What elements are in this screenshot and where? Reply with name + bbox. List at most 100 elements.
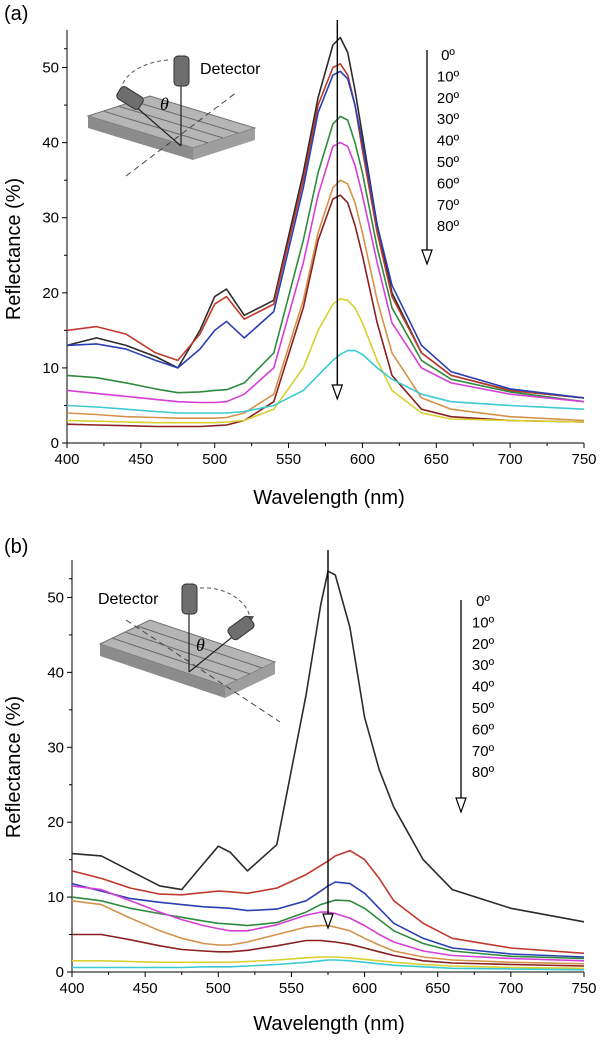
legend-arrow-head <box>455 797 467 814</box>
grating-groove <box>136 625 263 669</box>
legend-label: 0º <box>441 47 455 64</box>
legend-label: 30º <box>472 657 495 674</box>
series-line-4 <box>71 885 585 962</box>
grating-groove <box>117 105 224 139</box>
y-tick-label: 20 <box>42 285 59 302</box>
peak-arrow-head <box>331 384 344 401</box>
series-line-8 <box>72 959 585 971</box>
x-tick-label: 750 <box>571 980 596 997</box>
y-tick-label: 50 <box>47 589 64 606</box>
legend-label: 70º <box>472 743 495 760</box>
inset-diagram: Detector θ <box>86 55 261 177</box>
grating-groove <box>102 110 209 144</box>
series-line-6 <box>72 933 585 967</box>
grating-groove <box>111 637 238 681</box>
grating-front <box>88 116 193 160</box>
series-line-8 <box>66 349 585 414</box>
legend-label: 20º <box>437 90 460 107</box>
source-beam <box>188 633 237 673</box>
series-line-1 <box>71 849 585 955</box>
x-tick-label: 550 <box>276 451 301 468</box>
legend-label: 80º <box>437 218 460 235</box>
legend-label: 50º <box>437 154 460 171</box>
series-line-2 <box>71 881 585 958</box>
series-line-5 <box>71 900 585 965</box>
grating-side <box>225 662 275 698</box>
source-beam <box>134 105 182 147</box>
x-tick-label: 450 <box>133 980 158 997</box>
legend-label: 80º <box>472 764 495 781</box>
legend-label: 40º <box>472 679 495 696</box>
dashed-axis <box>125 91 238 177</box>
grating-groove <box>132 100 239 134</box>
x-tick-label: 750 <box>571 451 596 468</box>
legend-label: 40º <box>437 133 460 150</box>
legend-arrow-head <box>421 249 433 266</box>
x-tick-label: 650 <box>425 980 450 997</box>
x-tick-label: 650 <box>424 451 449 468</box>
legend-label: 10º <box>437 68 460 85</box>
legend-label: 50º <box>472 700 495 717</box>
theta-label: θ <box>160 94 169 114</box>
y-tick-label: 50 <box>42 60 59 77</box>
series-line-2 <box>66 70 585 399</box>
grating-side <box>193 128 255 160</box>
grating-groove <box>124 631 251 675</box>
source-icon <box>227 615 255 641</box>
series-line-7 <box>72 956 585 970</box>
x-tick-label: 550 <box>279 980 304 997</box>
series-line-4 <box>66 141 585 404</box>
x-tick-label: 400 <box>54 451 79 468</box>
detector-label: Detector <box>200 61 261 78</box>
y-tick-label: 40 <box>42 135 59 152</box>
series-line-7 <box>66 297 585 424</box>
series-line-6 <box>66 194 585 428</box>
detector-icon <box>173 55 190 87</box>
legend-label: 60º <box>437 175 460 192</box>
y-axis-title: Reflectance (%) <box>3 696 25 838</box>
y-tick-label: 0 <box>56 964 64 981</box>
series-line-0 <box>71 570 585 923</box>
legend-label: 60º <box>472 721 495 738</box>
y-tick-label: 30 <box>42 210 59 227</box>
detector-label: Detector <box>98 591 159 608</box>
legend-label: 30º <box>437 111 460 128</box>
y-tick-label: 40 <box>47 664 64 681</box>
x-axis-title: Wavelength (nm) <box>253 1013 405 1035</box>
detector-icon <box>181 583 198 615</box>
panel-label: (a) <box>4 3 28 25</box>
grating-front <box>100 644 225 698</box>
legend-label: 0º <box>476 593 490 610</box>
inset-diagram: Detector θ <box>98 583 281 723</box>
series-line-1 <box>66 62 585 399</box>
legend-label: 70º <box>437 197 460 214</box>
theta-label: θ <box>196 635 205 655</box>
x-tick-label: 500 <box>202 451 227 468</box>
y-axis-title: Reflectance (%) <box>3 178 25 320</box>
x-tick-label: 700 <box>498 451 523 468</box>
series-line-3 <box>66 115 585 403</box>
y-tick-label: 30 <box>47 739 64 756</box>
x-axis-title: Wavelength (nm) <box>253 487 405 509</box>
series-line-0 <box>66 36 585 399</box>
x-tick-label: 700 <box>498 980 523 997</box>
legend-label: 10º <box>472 614 495 631</box>
panel-a: (a) Reflectance (%) Wavelength (nm) Dete… <box>3 3 597 509</box>
x-tick-label: 500 <box>206 980 231 997</box>
panel-label: (b) <box>4 536 28 558</box>
y-tick-label: 10 <box>42 360 59 377</box>
x-tick-label: 600 <box>350 451 375 468</box>
x-tick-label: 450 <box>128 451 153 468</box>
peak-arrow-head <box>322 913 334 930</box>
panel-b: (b) Reflectance (%) Wavelength (nm) Dete… <box>3 536 597 1035</box>
y-tick-label: 20 <box>47 814 64 831</box>
y-tick-label: 0 <box>51 435 59 452</box>
x-tick-label: 600 <box>352 980 377 997</box>
x-tick-label: 400 <box>59 980 84 997</box>
legend-label: 20º <box>472 636 495 653</box>
source-icon <box>116 86 144 110</box>
dashed-axis <box>125 619 281 723</box>
series-line-5 <box>66 179 585 422</box>
y-tick-label: 10 <box>47 889 64 906</box>
